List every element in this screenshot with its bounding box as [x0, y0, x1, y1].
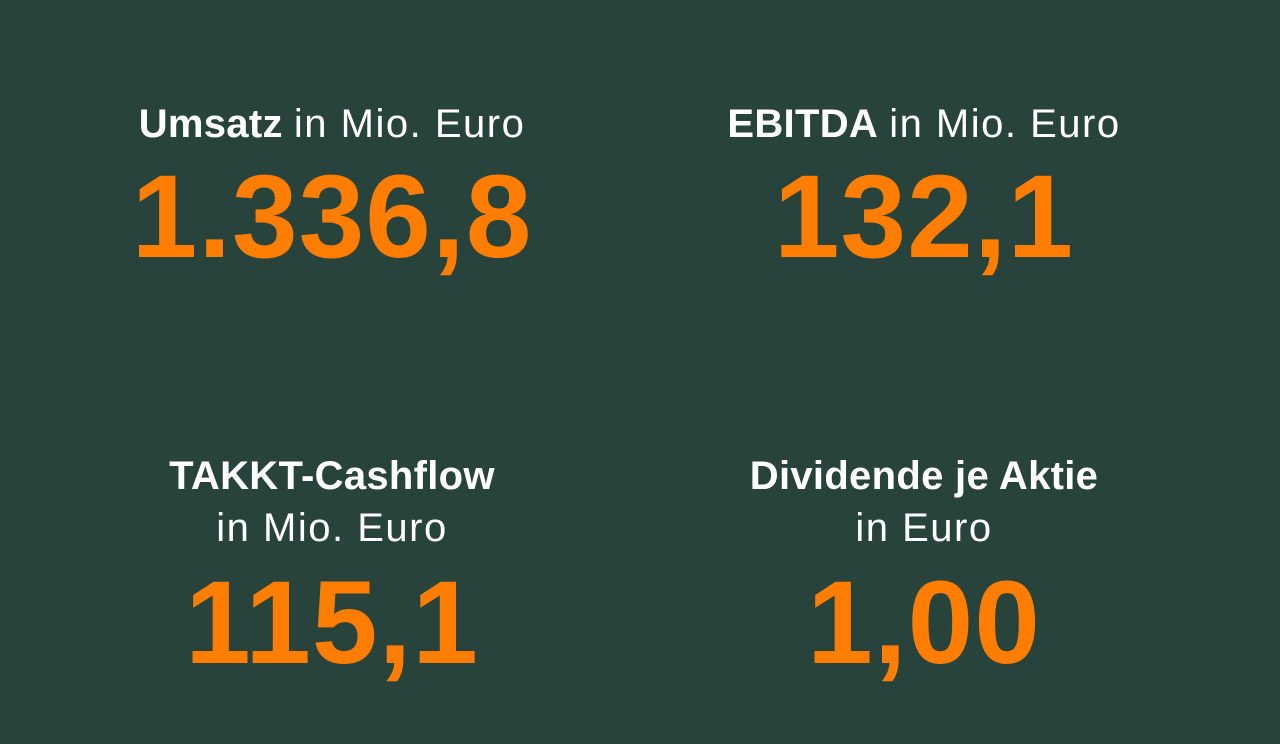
kpi-cashflow-title: TAKKT-Cashflow: [169, 454, 495, 498]
kpi-revenue-title: Umsatz: [138, 102, 283, 146]
kpi-cashflow-unit: in Mio. Euro: [216, 506, 448, 550]
kpi-ebitda-title: EBITDA: [727, 102, 879, 146]
kpi-cashflow-value: 115,1: [185, 557, 479, 689]
kpi-revenue: Umsatz in Mio. Euro 1.336,8: [52, 98, 612, 282]
kpi-dividend: Dividende je Aktie in Euro 1,00: [644, 450, 1204, 688]
kpi-revenue-label: Umsatz in Mio. Euro: [52, 98, 612, 150]
kpi-dividend-unit: in Euro: [855, 506, 993, 550]
kpi-cashflow: TAKKT-Cashflow in Mio. Euro 115,1: [52, 450, 612, 688]
kpi-ebitda-label: EBITDA in Mio. Euro: [644, 98, 1204, 150]
kpi-dividend-value: 1,00: [807, 557, 1041, 689]
kpi-revenue-value: 1.336,8: [131, 151, 533, 283]
kpi-ebitda-unit: in Mio. Euro: [889, 102, 1121, 146]
kpi-dividend-title: Dividende je Aktie: [749, 454, 1099, 498]
kpi-ebitda: EBITDA in Mio. Euro 132,1: [644, 98, 1204, 282]
kpi-revenue-unit: in Mio. Euro: [293, 102, 526, 146]
kpi-ebitda-value: 132,1: [773, 151, 1075, 283]
